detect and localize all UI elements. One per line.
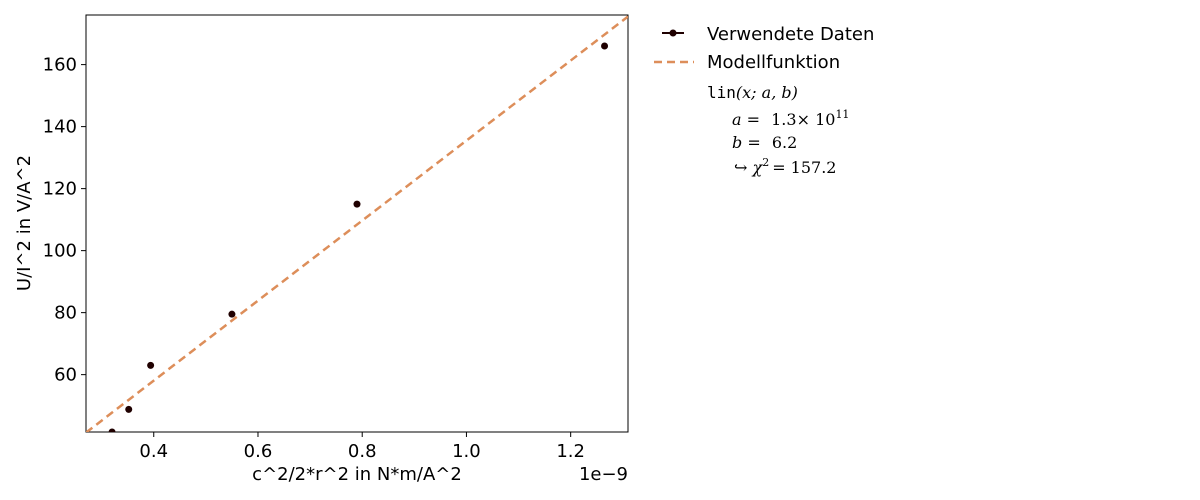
x-tick-label: 0.8	[348, 441, 377, 462]
y-tick-label: 120	[43, 179, 77, 200]
chi-exp: 2	[762, 156, 769, 169]
y-tick-label: 60	[54, 365, 77, 386]
param-a-exp: 11	[835, 108, 849, 121]
chi-prefix: ↪ χ	[734, 158, 763, 177]
model-func-args: (x; a, b)	[736, 83, 798, 102]
x-tick-label: 1.0	[452, 441, 481, 462]
x-axis-offset-text: 1e−9	[579, 464, 628, 485]
param-a-times: × 10	[797, 110, 836, 129]
param-b-label: b =	[732, 133, 761, 152]
model-function-line: lin(x; a, b)	[707, 83, 798, 102]
data-point	[353, 200, 361, 208]
data-point	[228, 310, 236, 318]
param-b-value: 6.2	[772, 133, 797, 152]
y-tick-label: 80	[54, 303, 77, 324]
y-axis-label: U/I^2 in V/A^2	[14, 155, 35, 291]
legend-data-marker	[669, 29, 677, 37]
legend: Verwendete Daten Modellfunktion lin(x; a…	[654, 24, 874, 177]
x-tick-label: 0.6	[244, 441, 273, 462]
legend-data-label: Verwendete Daten	[707, 24, 874, 45]
data-point	[108, 428, 116, 432]
data-point	[147, 361, 155, 369]
x-axis-label: c^2/2*r^2 in N*m/A^2	[252, 464, 462, 485]
y-tick-label: 140	[43, 117, 77, 138]
param-a-line: a = 1.3× 1011	[732, 108, 849, 129]
chi-squared-line: ↪ χ2 = 157.2	[734, 156, 836, 177]
model-func-name: lin	[707, 83, 736, 102]
x-tick-label: 1.2	[556, 441, 585, 462]
y-tick-label: 100	[43, 241, 77, 262]
param-b-line: b = 6.2	[732, 133, 797, 152]
x-axis-ticks: 0.4 0.6 0.8 1.0 1.2	[139, 432, 585, 462]
data-point	[601, 42, 609, 50]
model-line	[86, 15, 628, 432]
y-tick-label: 160	[43, 55, 77, 76]
chi-value: = 157.2	[772, 158, 836, 177]
data-point	[125, 405, 133, 413]
param-a-value: 1.3	[771, 110, 796, 129]
x-tick-label: 0.4	[139, 441, 168, 462]
param-a-label: a =	[732, 110, 760, 129]
series-layer	[86, 15, 628, 432]
legend-model-label: Modellfunktion	[707, 52, 840, 73]
y-axis-ticks: 60 80 100 120 140 160	[43, 55, 86, 386]
